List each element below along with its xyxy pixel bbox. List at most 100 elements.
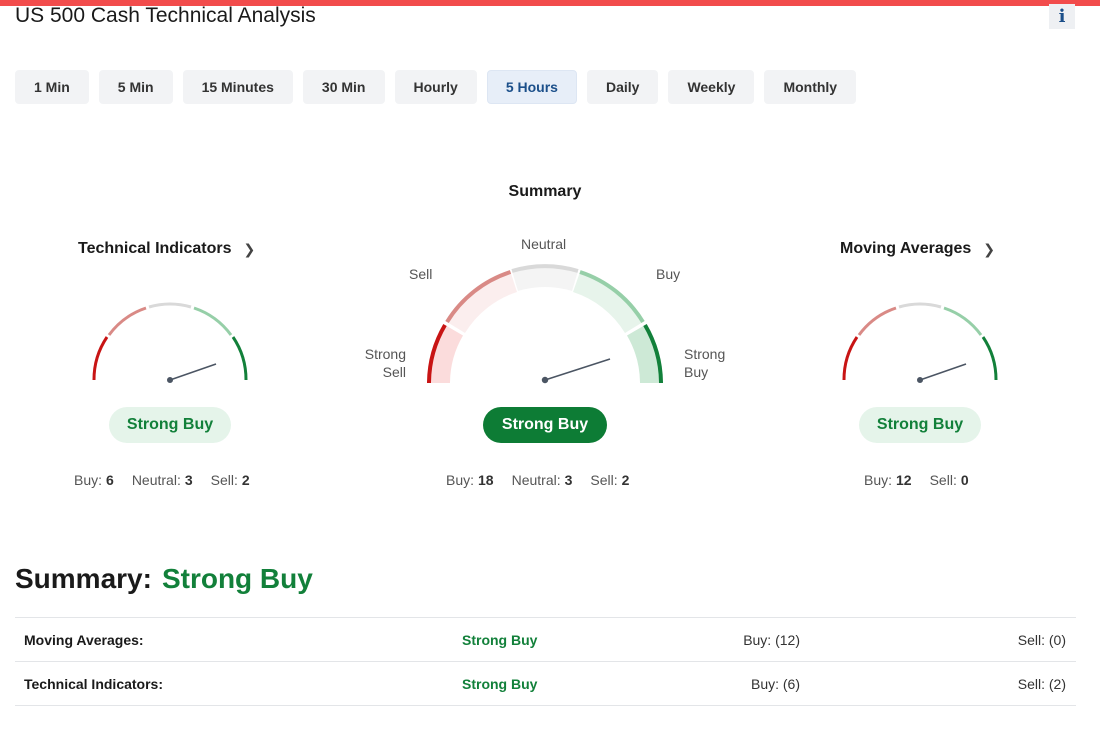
ma-count-sell-value: 0 <box>960 472 969 488</box>
summary-count-sell: Sell: 2 <box>590 472 629 488</box>
ti-count-neutral-label: Neutral: <box>131 472 181 488</box>
ma-gauge-arc-strong-buy <box>981 336 998 381</box>
summary-table: Moving Averages: Strong Buy Buy: (12) Se… <box>15 617 1076 706</box>
table-row-name: Technical Indicators: <box>24 676 163 692</box>
summary-gauge-needle <box>544 358 611 381</box>
ma-count-buy-label: Buy: <box>864 472 893 488</box>
chevron-right-icon: ❯ <box>983 240 996 257</box>
table-row-name: Moving Averages: <box>24 632 144 648</box>
overall-summary-value: Strong Buy <box>161 563 313 594</box>
ma-gauge-arc-sell <box>857 306 897 336</box>
top-accent-bar <box>0 0 1100 6</box>
table-row-sell: Sell: (0) <box>1017 632 1066 648</box>
summary-count-buy: Buy: 18 <box>446 472 494 488</box>
ma-gauge-arc-buy <box>943 306 983 336</box>
ma-count-sell-label: Sell: <box>929 472 957 488</box>
table-row-sell: Sell: (2) <box>1017 676 1066 692</box>
gauge-label-strong-buy-line1: Strong <box>684 346 726 362</box>
ma-gauge-needle-pivot <box>917 377 923 383</box>
summary-gauge-arc-neutral <box>511 264 579 273</box>
ti-count-buy: Buy: 6 <box>74 472 114 488</box>
gauge-label-strong-buy-line2: Buy <box>684 364 709 380</box>
ti-count-buy-value: 6 <box>106 472 114 488</box>
page-title: US 500 Cash Technical Analysis <box>15 4 316 27</box>
ti-gauge-needle <box>169 363 217 381</box>
tab-monthly[interactable]: Monthly <box>764 70 857 104</box>
summary-counts: Buy: 18 Neutral: 3 Sell: 2 <box>446 472 629 488</box>
tab-15-minutes[interactable]: 15 Minutes <box>182 70 293 104</box>
moving-averages-title: Moving Averages <box>840 240 972 257</box>
summary-gauge-band-strong-buy <box>627 325 661 383</box>
summary-count-sell-value: 2 <box>621 472 630 488</box>
summary-gauge-arc-buy <box>579 270 645 324</box>
table-row-verdict: Strong Buy <box>462 676 538 692</box>
tab-30-min[interactable]: 30 Min <box>302 70 385 104</box>
ma-gauge-needle <box>919 363 967 381</box>
tab-weekly[interactable]: Weekly <box>668 70 755 104</box>
summary-gauge-band-neutral <box>512 266 578 291</box>
info-icon[interactable]: i <box>1049 4 1075 29</box>
tab-hourly[interactable]: Hourly <box>394 70 477 104</box>
ma-count-sell: Sell: 0 <box>930 472 969 488</box>
ma-gauge-arc-neutral <box>898 302 942 309</box>
summary-gauge-arc-strong-sell <box>427 323 447 384</box>
summary-verdict-badge: Strong Buy <box>483 407 607 443</box>
chevron-right-icon: ❯ <box>243 240 256 257</box>
ti-gauge-arc-sell <box>107 306 147 336</box>
ma-gauge-arc-strong-sell <box>842 336 859 381</box>
ti-gauge-needle-pivot <box>167 377 173 383</box>
ti-count-neutral-value: 3 <box>184 472 193 488</box>
technical-indicators-title: Technical Indicators <box>78 240 232 257</box>
ti-count-buy-label: Buy: <box>74 472 103 488</box>
gauge-label-buy: Buy <box>656 266 681 282</box>
summary-gauge-needle-pivot <box>541 376 549 384</box>
summary-count-sell-label: Sell: <box>590 472 618 488</box>
table-row: Technical Indicators: Strong Buy Buy: (6… <box>15 662 1076 706</box>
technical-indicators-gauge <box>92 302 248 383</box>
summary-count-neutral-value: 3 <box>564 472 573 488</box>
gauge-label-strong-sell-line1: Strong <box>364 346 406 362</box>
ti-gauge-arc-buy <box>193 306 233 336</box>
technical-indicators-link[interactable]: Technical Indicators ❯ <box>78 240 255 258</box>
tab-daily[interactable]: Daily <box>586 70 659 104</box>
tab-5-hours[interactable]: 5 Hours <box>486 70 577 104</box>
ti-count-sell: Sell: 2 <box>211 472 250 488</box>
ma-count-buy: Buy: 12 <box>864 472 912 488</box>
technical-indicators-verdict-badge: Strong Buy <box>109 407 231 443</box>
summary-gauge-band-sell <box>447 272 517 333</box>
table-row: Moving Averages: Strong Buy Buy: (12) Se… <box>15 618 1076 662</box>
ti-gauge-arc-strong-sell <box>92 336 109 381</box>
summary-count-buy-value: 18 <box>478 472 494 488</box>
summary-gauge <box>427 264 663 384</box>
ma-count-buy-value: 12 <box>896 472 912 488</box>
summary-gauge-title: Summary <box>508 183 582 200</box>
table-row-verdict: Strong Buy <box>462 632 538 648</box>
ti-count-sell-label: Sell: <box>210 472 238 488</box>
tab-5-min[interactable]: 5 Min <box>98 70 173 104</box>
moving-averages-verdict-badge: Strong Buy <box>859 407 981 443</box>
ti-gauge-arc-strong-buy <box>231 336 248 381</box>
technical-indicators-counts: Buy: 6 Neutral: 3 Sell: 2 <box>74 472 250 488</box>
summary-gauge-arc-strong-buy <box>643 323 663 384</box>
ti-count-sell-value: 2 <box>241 472 250 488</box>
table-row-buy: Buy: (12) <box>743 632 800 648</box>
gauge-label-neutral: Neutral <box>521 236 567 252</box>
summary-gauge-band-buy <box>573 272 643 333</box>
moving-averages-link[interactable]: Moving Averages ❯ <box>840 240 995 258</box>
timeframe-tabs: 1 Min 5 Min 15 Minutes 30 Min Hourly 5 H… <box>15 70 857 104</box>
summary-gauge-arc-sell <box>445 270 512 324</box>
summary-count-neutral: Neutral: 3 <box>512 472 573 488</box>
overall-summary: Summary: Strong Buy <box>15 563 313 595</box>
ti-gauge-arc-neutral <box>148 302 192 309</box>
moving-averages-counts: Buy: 12 Sell: 0 <box>864 472 969 488</box>
summary-count-neutral-label: Neutral: <box>511 472 561 488</box>
gauge-label-strong-sell: Strong Sell <box>362 345 406 381</box>
tab-1-min[interactable]: 1 Min <box>15 70 89 104</box>
summary-count-buy-label: Buy: <box>446 472 475 488</box>
moving-averages-gauge <box>842 302 998 383</box>
gauge-label-strong-buy: Strong Buy <box>684 345 725 381</box>
gauge-label-sell: Sell <box>409 266 433 282</box>
gauge-label-strong-sell-line2: Sell <box>382 364 406 380</box>
overall-summary-label: Summary: <box>15 563 152 594</box>
summary-gauge-band-strong-sell <box>429 325 463 383</box>
